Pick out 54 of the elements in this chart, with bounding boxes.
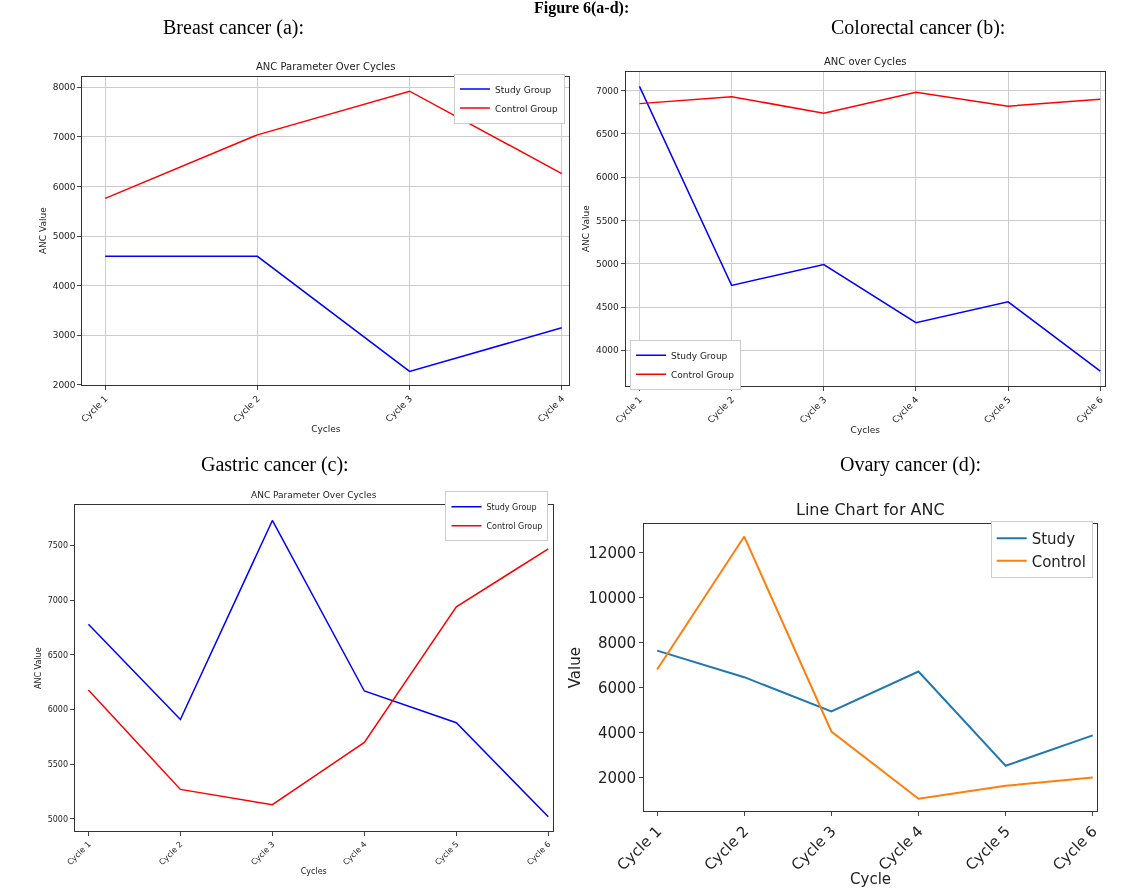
y-tick-label: 8000 [597,633,637,652]
line-series [638,91,1102,114]
y-tick-label: 6000 [595,172,620,183]
y-tick-label: 10000 [588,588,637,607]
legend-label: Control [1031,552,1086,571]
y-tick-label: 8000 [52,82,76,93]
x-axis-title: Cycle [850,870,892,888]
legend-label: Study Group [671,350,728,361]
legend-label: Control Group [671,369,735,380]
y-axis-title: ANC Value [34,647,44,689]
y-tick-label: 7500 [47,541,69,551]
y-tick-label: 6000 [52,181,76,192]
legend-label: Control Group [486,521,543,531]
caption: Figure 6(a-d): [534,0,630,17]
legend-label: Control Group [494,103,559,114]
y-axis-title: ANC Value [38,206,49,255]
chart-title: ANC Parameter Over Cycles [256,61,396,72]
y-tick-label: 5000 [52,231,76,242]
y-axis-title: ANC Value [581,204,592,253]
y-tick-label: 6500 [47,650,69,660]
y-tick-label: 12000 [588,543,637,562]
text: Ovary cancer (d): [840,453,982,476]
chart-title: Line Chart for ANC [796,500,945,519]
chart-title: ANC Parameter Over Cycles [251,490,377,500]
y-tick-label: 4000 [597,724,637,743]
y-tick-label: 7000 [52,131,76,142]
y-tick-label: 3000 [52,330,76,341]
y-tick-label: 4500 [595,302,620,313]
text: Breast cancer (a): [163,16,305,39]
legend-label: Study Group [494,84,552,95]
y-tick-label: 5500 [47,760,69,770]
text: Colorectal cancer (b): [831,16,1006,39]
y-tick-label: 4000 [595,345,620,356]
x-axis-title: Cycles [850,424,881,435]
y-tick-label: 5000 [595,258,620,269]
x-axis-title: Cycles [300,867,327,877]
y-tick-label: 7000 [595,85,620,96]
y-tick-label: 7000 [47,596,69,606]
x-axis-title: Cycles [311,423,341,434]
y-tick-label: 5500 [595,215,620,226]
y-tick-label: 5000 [47,814,69,824]
chart-title: ANC over Cycles [824,56,907,67]
line-series [638,85,1102,372]
y-tick-label: 4000 [52,280,76,291]
y-tick-label: 2000 [597,769,637,788]
y-axis-title: Value [565,647,584,689]
legend-label: Study Group [486,502,537,512]
y-tick-label: 6500 [595,129,620,140]
line-series [656,649,1094,767]
y-tick-label: 6000 [47,705,69,715]
legend-label: Study [1031,530,1076,549]
y-tick-label: 2000 [52,379,76,390]
text: Gastric cancer (c): [201,453,349,476]
y-tick-label: 6000 [597,679,637,698]
